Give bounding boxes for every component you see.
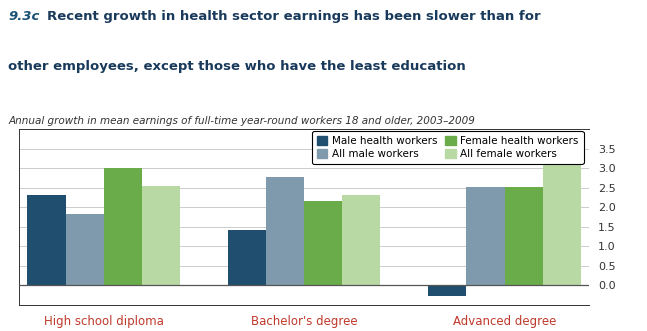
Bar (304, 201, 342, 285)
Bar (428, 285, 466, 296)
Text: other employees, except those who have the least education: other employees, except those who have t… (8, 60, 466, 72)
Legend: Male health workers, All male workers, Female health workers, All female workers: Male health workers, All male workers, F… (312, 131, 584, 164)
Bar (104, 168, 142, 285)
Bar (142, 186, 180, 285)
Text: Recent growth in health sector earnings has been slower than for: Recent growth in health sector earnings … (47, 10, 540, 23)
Text: 9.3c: 9.3c (8, 10, 39, 23)
Bar (266, 177, 304, 285)
Text: Annual growth in mean earnings of full-time year-round workers 18 and older, 200: Annual growth in mean earnings of full-t… (8, 116, 476, 126)
Bar (466, 187, 505, 285)
Bar (505, 187, 543, 285)
Bar (543, 161, 581, 285)
Bar (228, 230, 266, 285)
Bar (342, 195, 380, 285)
Bar (65, 214, 104, 285)
Bar (27, 195, 65, 285)
